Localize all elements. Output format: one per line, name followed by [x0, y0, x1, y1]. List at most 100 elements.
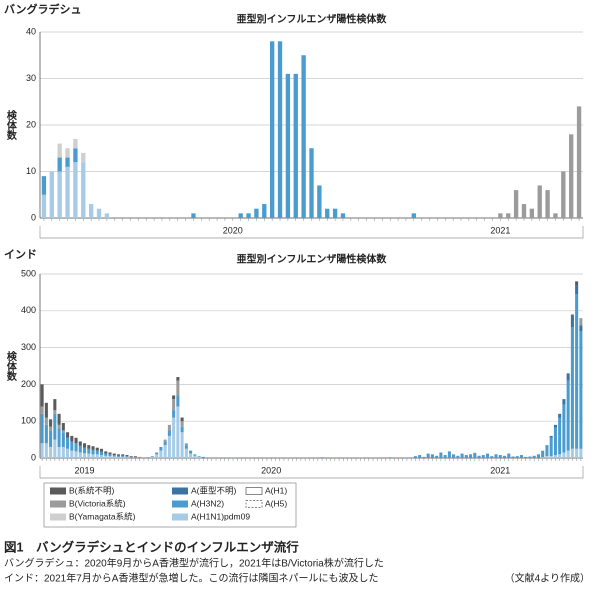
- bar-segment: [87, 453, 91, 458]
- bar-segment: [83, 453, 87, 458]
- legend-label: B(Yamagata系統): [69, 511, 136, 521]
- bar-segment: [44, 402, 48, 418]
- y-tick-label: 10: [26, 166, 36, 176]
- bar-segment: [575, 448, 579, 458]
- bar-segment: [40, 443, 44, 458]
- bar-segment: [481, 455, 485, 458]
- bar-segment: [121, 456, 125, 458]
- bar-segment: [163, 439, 167, 442]
- bar-segment: [53, 413, 57, 440]
- bar-segment: [498, 455, 502, 458]
- bar-segment: [490, 456, 494, 458]
- bar-segment: [536, 454, 540, 458]
- bar-segment: [96, 208, 102, 218]
- bar-segment: [40, 406, 44, 414]
- bar-segment: [189, 453, 193, 458]
- bar-segment: [108, 456, 112, 458]
- bar-segment: [44, 443, 48, 458]
- bar-segment: [41, 194, 47, 218]
- bar-segment: [507, 453, 511, 458]
- bar-segment: [180, 426, 184, 433]
- bar-segment: [570, 327, 574, 449]
- y-tick-label: 300: [21, 342, 36, 352]
- bar-segment: [201, 456, 205, 458]
- bar-segment: [549, 456, 553, 458]
- bar-segment: [439, 452, 443, 458]
- bar-segment: [562, 452, 566, 458]
- bar-segment: [176, 406, 180, 458]
- bar-segment: [70, 441, 74, 451]
- bar-segment: [435, 455, 439, 458]
- bar-segment: [121, 455, 125, 457]
- bar-segment: [81, 152, 86, 163]
- chart-title: 亜型別インフルエンザ陽性検体数: [237, 13, 388, 26]
- bar-segment: [566, 373, 570, 381]
- bar-segment: [91, 454, 95, 458]
- legend-label: A(H5): [265, 498, 287, 508]
- bar-segment: [73, 148, 78, 163]
- bar-segment: [498, 213, 503, 218]
- y-tick-label: 200: [21, 379, 36, 389]
- bar-segment: [180, 432, 184, 458]
- bar-segment: [238, 213, 243, 218]
- bar-segment: [87, 445, 91, 449]
- bar-segment: [477, 455, 481, 458]
- y-tick-label: 500: [21, 268, 36, 278]
- bar-segment: [73, 138, 78, 149]
- heading: バングラデシュ: [4, 2, 82, 16]
- bar-segment: [521, 204, 527, 218]
- bar-segment: [553, 213, 558, 218]
- x-axis-bracket: [39, 466, 584, 479]
- bar-segment: [95, 454, 99, 458]
- bar-segment: [430, 454, 434, 458]
- bar-segment: [91, 449, 95, 455]
- bar-segment: [66, 432, 70, 438]
- bar-segment: [176, 377, 180, 381]
- bar-segment: [41, 176, 47, 195]
- bar-segment: [569, 134, 574, 218]
- x-tick-label: 2019: [75, 465, 95, 475]
- bar-segment: [44, 417, 48, 425]
- bar-segment: [104, 451, 108, 454]
- bar-segment: [197, 456, 201, 458]
- bar-segment: [112, 453, 116, 456]
- bar-segment: [193, 455, 197, 458]
- bar-segment: [150, 456, 154, 458]
- bar-segment: [456, 455, 460, 458]
- bar-segment: [570, 448, 574, 458]
- bar-segment: [88, 204, 94, 218]
- bar-segment: [57, 143, 62, 158]
- bar-segment: [167, 424, 171, 431]
- bar-segment: [566, 450, 570, 458]
- bar-segment: [553, 455, 557, 458]
- y-tick-label: 20: [26, 119, 36, 129]
- bar-segment: [473, 452, 477, 458]
- bar-segment: [66, 437, 70, 449]
- bar-segment: [133, 456, 137, 458]
- heading: インド: [4, 248, 37, 261]
- bar-segment: [159, 446, 163, 451]
- legend-label: A(H1): [265, 485, 287, 495]
- bar-segment: [99, 448, 104, 452]
- bar-segment: [125, 455, 129, 457]
- bar-segment: [545, 456, 549, 458]
- bar-segment: [57, 413, 61, 425]
- bar-segment: [553, 424, 557, 428]
- bar-segment: [519, 455, 524, 458]
- bar-segment: [515, 456, 519, 458]
- caption-source: （文献4より作成）: [505, 572, 590, 585]
- bar-segment: [469, 454, 473, 458]
- bar-segment: [40, 413, 44, 444]
- bar-segment: [53, 399, 57, 411]
- bar-segment: [193, 454, 197, 456]
- bar-segment: [494, 454, 498, 458]
- bar-segment: [172, 417, 176, 458]
- bar-segment: [150, 456, 154, 457]
- bar-segment: [332, 208, 338, 218]
- legend-swatch: [172, 500, 188, 508]
- bar-segment: [116, 454, 121, 456]
- bar-segment: [172, 395, 176, 400]
- bar-segment: [61, 430, 65, 433]
- bar-segment: [579, 331, 583, 449]
- bar-segment: [83, 443, 87, 448]
